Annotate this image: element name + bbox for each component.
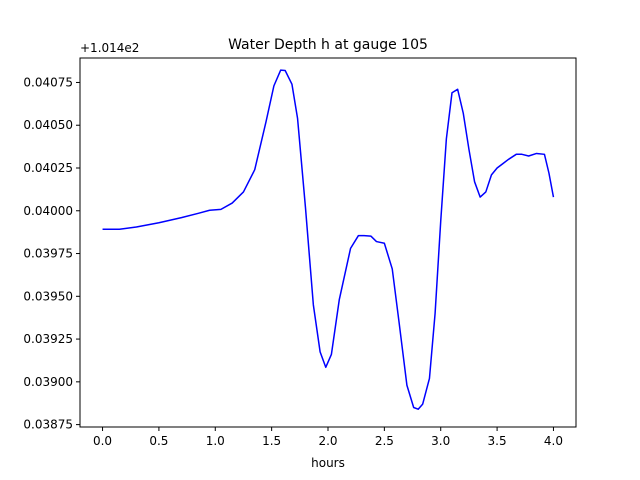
x-tick-label: 2.5 <box>375 434 394 448</box>
y-tick-label: 0.03900 <box>23 375 73 389</box>
chart-title: Water Depth h at gauge 105 <box>228 37 428 53</box>
x-tick-label: 3.0 <box>431 434 450 448</box>
plot-area: 0.0 0.5 1.0 1.5 2.0 2.5 3.0 3.5 4.0 0.03875 0.0390… <box>23 57 577 448</box>
y-tick-label: 0.04025 <box>23 161 73 175</box>
y-tick-label: 0.03975 <box>23 247 73 261</box>
x-tick-label: 1.5 <box>262 434 281 448</box>
x-tick-label: 4.0 <box>544 434 563 448</box>
y-tick-label: 0.04050 <box>23 118 73 132</box>
y-offset-label: +1.014e2 <box>80 41 139 55</box>
x-tick-label: 0.5 <box>149 434 168 448</box>
x-tick-label: 1.0 <box>206 434 225 448</box>
y-tick-label: 0.03875 <box>23 418 73 432</box>
y-tick-label: 0.04000 <box>23 204 73 218</box>
x-tick-label: 2.0 <box>318 434 337 448</box>
y-tick-label: 0.04075 <box>23 75 73 89</box>
series-line-0 <box>102 69 555 410</box>
x-tick-label: 0.0 <box>93 434 112 448</box>
x-axis-label: hours <box>311 456 345 470</box>
plot-frame <box>79 57 577 428</box>
x-tick-label: 3.5 <box>488 434 507 448</box>
y-tick-label: 0.03925 <box>23 332 73 346</box>
y-tick-label: 0.03950 <box>23 289 73 303</box>
